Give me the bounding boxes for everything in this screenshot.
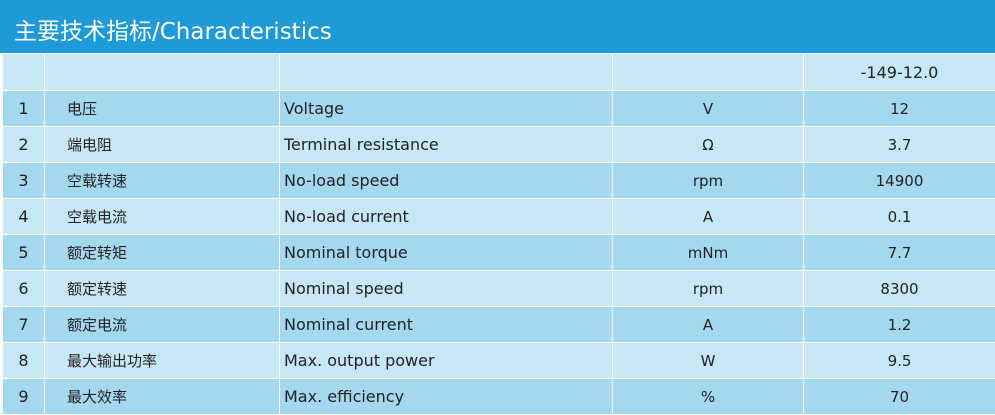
parameter-value: 8300 (804, 271, 995, 307)
row-number: 2 (3, 127, 45, 163)
header-cell-cn (45, 54, 280, 91)
row-number: 5 (3, 235, 45, 271)
parameter-unit: rpm (613, 271, 804, 307)
parameter-name-cn: 最大输出功率 (45, 343, 280, 379)
row-number: 6 (3, 271, 45, 307)
parameter-name-cn: 电压 (45, 91, 280, 127)
parameter-name-cn: 端电阻 (45, 127, 280, 163)
parameter-value: 7.7 (804, 235, 995, 271)
parameter-name-en: Nominal torque (280, 235, 613, 271)
parameter-unit: Ω (613, 127, 804, 163)
row-number: 1 (3, 91, 45, 127)
parameter-name-en: Max. efficiency (280, 379, 613, 415)
parameter-value: 3.7 (804, 127, 995, 163)
header-cell-en (280, 54, 613, 91)
parameter-name-cn: 空载电流 (45, 199, 280, 235)
parameter-name-cn: 额定转矩 (45, 235, 280, 271)
parameter-value: 14900 (804, 163, 995, 199)
table-header-row: -149-12.0 (3, 54, 995, 91)
parameter-value: 0.1 (804, 199, 995, 235)
parameter-unit: W (613, 343, 804, 379)
parameter-name-en: No-load current (280, 199, 613, 235)
parameter-value: 9.5 (804, 343, 995, 379)
parameter-unit: % (613, 379, 804, 415)
header-cell-unit (613, 54, 804, 91)
parameter-value: 1.2 (804, 307, 995, 343)
row-number: 9 (3, 379, 45, 415)
parameter-unit: A (613, 199, 804, 235)
parameter-name-cn: 最大效率 (45, 379, 280, 415)
row-number: 4 (3, 199, 45, 235)
row-number: 3 (3, 163, 45, 199)
header-cell-no (3, 54, 45, 91)
parameter-unit: rpm (613, 163, 804, 199)
parameter-value: 12 (804, 91, 995, 127)
parameter-name-en: Terminal resistance (280, 127, 613, 163)
parameter-name-cn: 额定转速 (45, 271, 280, 307)
parameter-name-en: No-load speed (280, 163, 613, 199)
parameter-unit: mNm (613, 235, 804, 271)
row-number: 8 (3, 343, 45, 379)
parameter-unit: A (613, 307, 804, 343)
title-bar: 主要技术指标/Characteristics (0, 0, 995, 53)
page-title: 主要技术指标/Characteristics (14, 12, 332, 46)
parameter-name-cn: 额定电流 (45, 307, 280, 343)
parameter-name-en: Max. output power (280, 343, 613, 379)
row-number: 7 (3, 307, 45, 343)
parameter-name-en: Voltage (280, 91, 613, 127)
parameter-unit: V (613, 91, 804, 127)
parameter-name-en: Nominal current (280, 307, 613, 343)
model-number: -149-12.0 (804, 54, 995, 91)
parameter-name-en: Nominal speed (280, 271, 613, 307)
parameter-value: 70 (804, 379, 995, 415)
parameter-name-cn: 空载转速 (45, 163, 280, 199)
